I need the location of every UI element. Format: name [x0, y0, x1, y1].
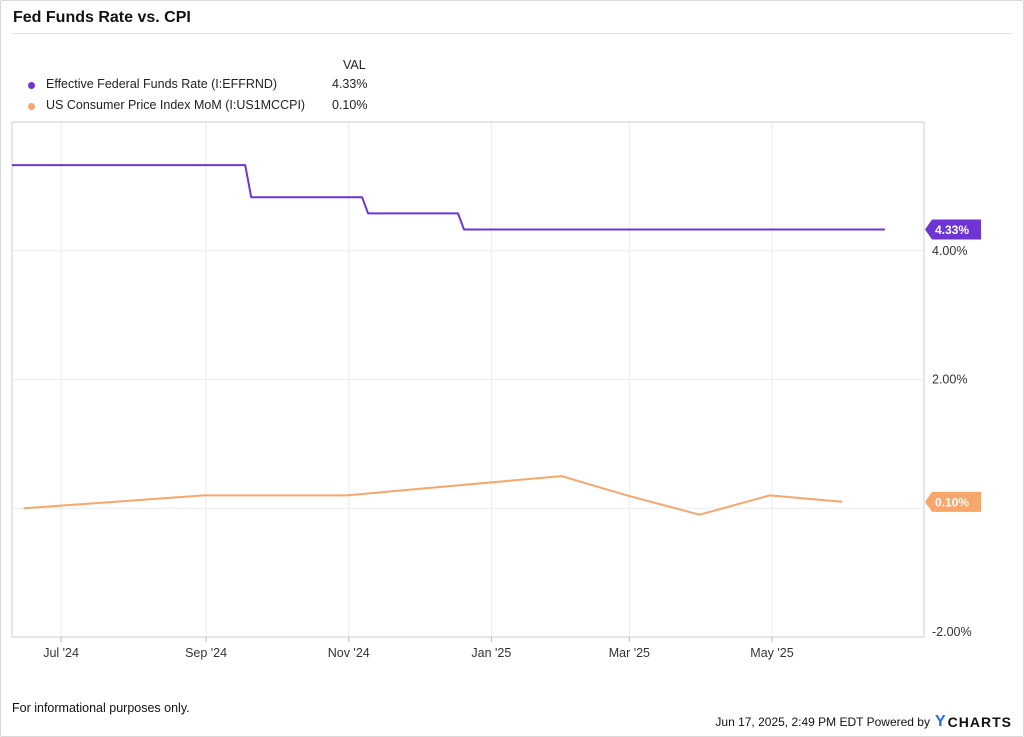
- legend-item-value: 0.10%: [332, 98, 368, 112]
- disclaimer-text: For informational purposes only.: [12, 701, 190, 715]
- footer-credit: Jun 17, 2025, 2:49 PM EDT Powered by Y C…: [715, 713, 1012, 731]
- legend-dot-icon: [28, 103, 35, 110]
- y-tick-label: 2.00%: [932, 373, 967, 387]
- ycharts-logo[interactable]: Y CHARTS: [935, 713, 1012, 731]
- ycharts-wordmark: CHARTS: [947, 714, 1012, 730]
- last-value-flag: [925, 219, 981, 240]
- chart-title: Fed Funds Rate vs. CPI: [13, 9, 191, 26]
- last-value-label: 4.33%: [935, 223, 969, 237]
- series-line-cpi: [23, 475, 843, 516]
- y-tick-label: -2.00%: [932, 625, 972, 639]
- x-tick-label: Mar '25: [609, 646, 650, 660]
- plot-border: [11, 121, 925, 638]
- x-tick-label: May '25: [750, 646, 793, 660]
- legend-value-header: VAL: [343, 58, 366, 72]
- series-line-effr: [12, 164, 885, 231]
- last-value-label: 0.10%: [935, 495, 969, 509]
- last-value-flag: [925, 491, 981, 512]
- y-tick-label: 4.00%: [932, 244, 967, 258]
- legend-item-value: 4.33%: [332, 77, 368, 91]
- x-tick-label: Jan '25: [471, 646, 511, 660]
- x-tick-label: Sep '24: [185, 646, 227, 660]
- legend-item-label: Effective Federal Funds Rate (I:EFFRND): [46, 77, 278, 91]
- title-divider: [12, 33, 1012, 34]
- x-tick-label: Nov '24: [328, 646, 370, 660]
- legend-item-effr[interactable]: Effective Federal Funds Rate (I:EFFRND) …: [28, 77, 388, 95]
- ycharts-y-icon: Y: [934, 713, 947, 730]
- legend-item-label: US Consumer Price Index MoM (I:US1MCCPI): [46, 98, 306, 112]
- x-tick-label: Jul '24: [43, 646, 79, 660]
- legend-dot-icon: [28, 82, 35, 89]
- legend-item-cpi[interactable]: US Consumer Price Index MoM (I:US1MCCPI)…: [28, 98, 388, 116]
- timestamp-text: Jun 17, 2025, 2:49 PM EDT Powered by: [715, 715, 930, 729]
